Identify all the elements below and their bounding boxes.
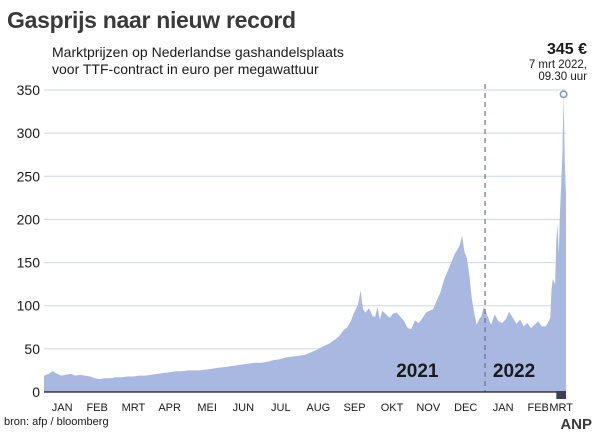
x-tick-label-feb-1: FEB [86, 402, 107, 414]
x-tick-label-jan-0: JAN [52, 402, 73, 414]
source-note: bron: afp / bloomberg [4, 416, 109, 428]
peak-point-marker [559, 90, 568, 99]
x-tick-label-nov-10: NOV [416, 402, 441, 414]
peak-date-line-1: 7 mrt 2022, [528, 59, 587, 71]
x-tick-label-mei-4: MEI [197, 402, 217, 414]
anp-logo: ANP [560, 416, 592, 433]
y-tick-label-350: 350 [17, 82, 41, 98]
y-tick-label-200: 200 [17, 211, 41, 227]
y-tick-label-250: 250 [17, 168, 41, 184]
y-tick-label-50: 50 [24, 341, 40, 357]
price-area [44, 94, 566, 393]
peak-date-label: 7 mrt 2022, 09.30 uur [529, 59, 587, 83]
y-tick-label-100: 100 [17, 298, 41, 314]
chart-subtitle: Marktprijzen op Nederlandse gashandelspl… [52, 44, 344, 78]
x-tick-label-mrt-2: MRT [122, 402, 146, 414]
year-label-2021: 2021 [396, 361, 439, 382]
year-label-2022: 2022 [493, 361, 535, 382]
subtitle-line-2: voor TTF-contract in euro per megawattuu… [52, 61, 319, 77]
x-tick-label-jul-6: JUL [271, 402, 291, 414]
subtitle-line-1: Marktprijzen op Nederlandse gashandelspl… [52, 44, 344, 60]
y-tick-label-150: 150 [17, 255, 41, 271]
peak-date-line-2: 09.30 uur [538, 71, 587, 83]
x-tick-label-aug-7: AUG [306, 402, 330, 414]
chart-title: Gasprijs naar nieuw record [7, 7, 296, 33]
y-tick-label-0: 0 [32, 384, 40, 400]
current-month-marker [556, 391, 566, 399]
x-tick-label-apr-3: APR [158, 402, 181, 414]
x-tick-label-dec-11: DEC [454, 402, 477, 414]
y-tick-label-300: 300 [17, 125, 41, 141]
peak-value-label: 345 € [546, 41, 587, 58]
x-tick-label-okt-9: OKT [381, 402, 404, 414]
x-tick-label-jan-12: JAN [493, 402, 514, 414]
x-tick-label-mrt-14: MRT [549, 402, 573, 414]
x-tick-label-sep-8: SEP [344, 402, 366, 414]
x-tick-label-jun-5: JUN [233, 402, 254, 414]
x-tick-label-feb-13: FEB [528, 402, 549, 414]
